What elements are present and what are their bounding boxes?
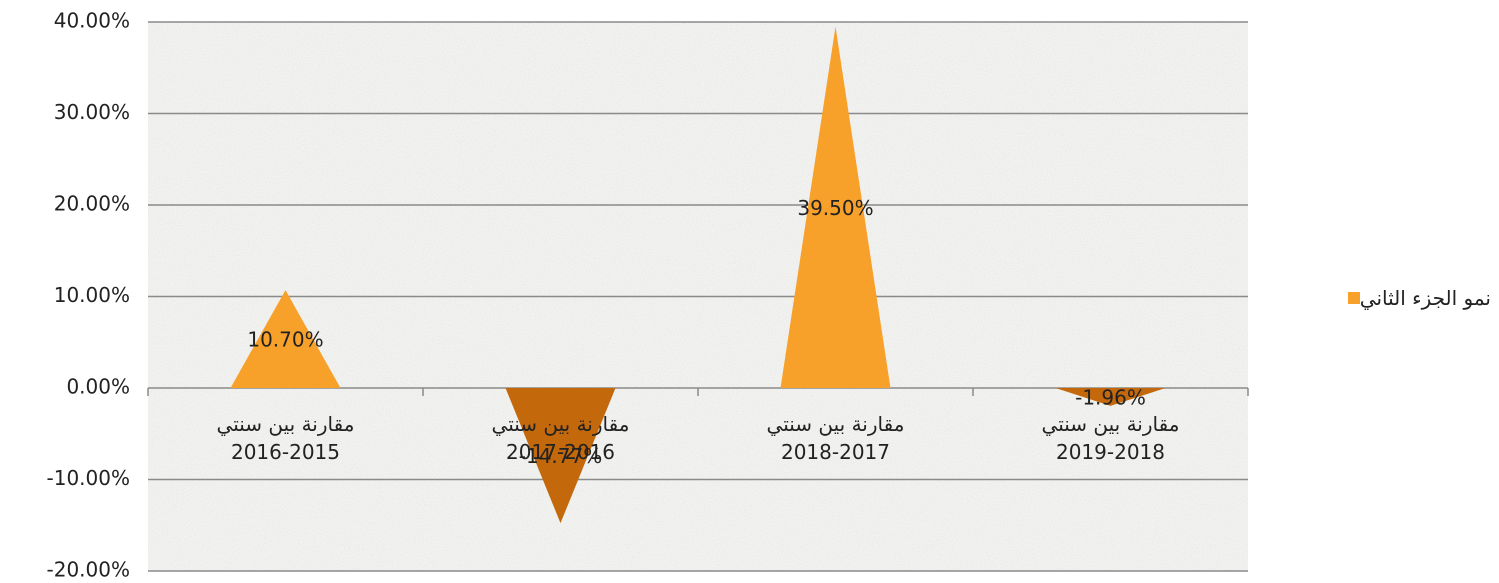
y-tick-label: 10.00% [54,283,130,307]
y-tick-label: -20.00% [47,558,130,582]
y-tick-label: 0.00% [66,375,130,399]
bar [505,388,616,524]
bar [1055,388,1166,406]
data-label: -14.77% [519,444,602,468]
x-tick-label: مقارنة بين سنتي 2016-2015 [216,412,355,464]
legend-label: نمو الجزء الثاني [1359,286,1491,310]
data-label: 10.70% [247,328,323,352]
x-tick-label: مقارنة بين سنتي 2017-2016 [491,412,630,464]
legend: نمو الجزء الثاني [1342,286,1491,310]
y-tick-label: 30.00% [54,100,130,124]
y-tick-label: 40.00% [54,9,130,33]
bar [230,290,341,388]
x-tick-label: مقارنة بين سنتي 2018-2017 [766,412,905,464]
y-tick-label: -10.00% [47,466,130,490]
x-tick-label: مقارنة بين سنتي 2019-2018 [1041,412,1180,464]
bar [780,26,891,388]
y-tick-label: 20.00% [54,192,130,216]
data-label: -1.96% [1075,385,1146,409]
data-label: 39.50% [797,196,873,220]
legend-swatch [1347,292,1360,304]
